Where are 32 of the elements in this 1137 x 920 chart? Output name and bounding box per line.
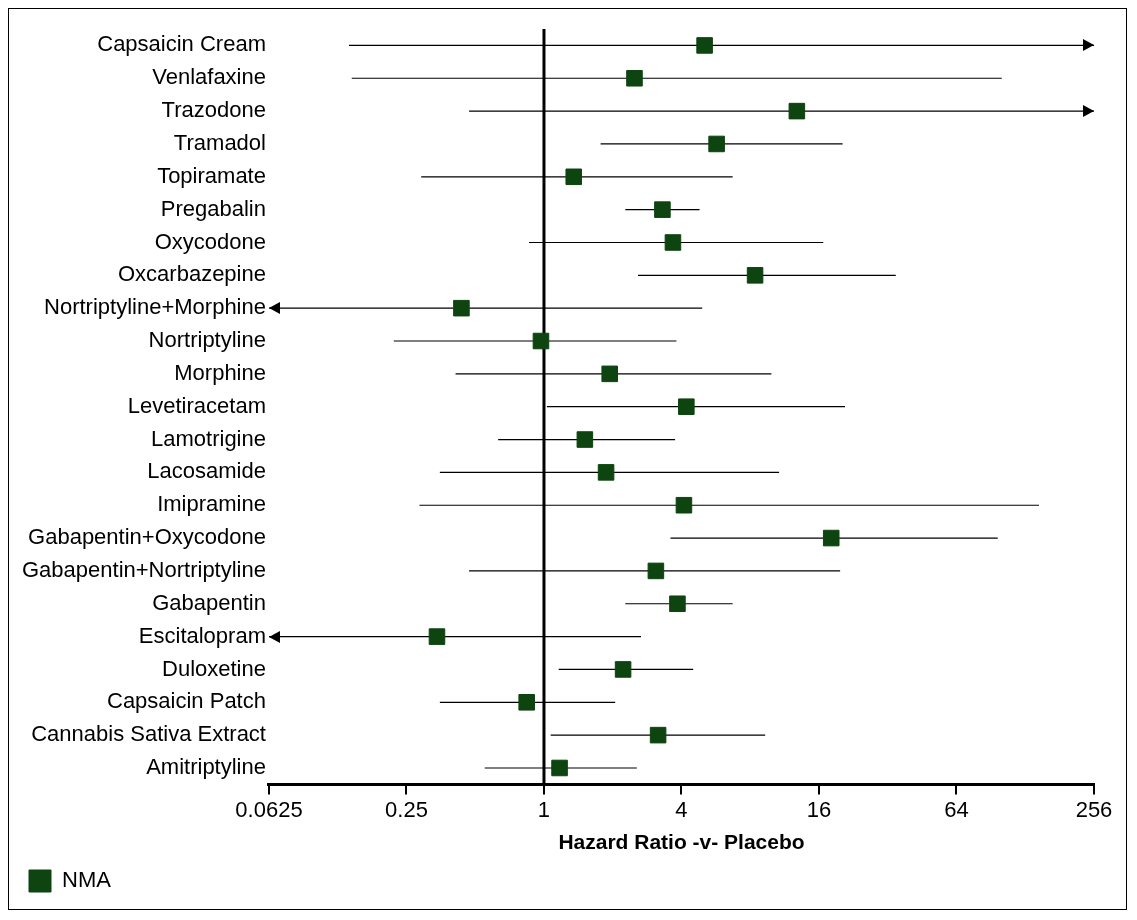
legend-label: NMA [62, 867, 112, 893]
y-tick-label: Gabapentin [152, 589, 266, 615]
x-tick-label: 0.0625 [235, 796, 303, 822]
x-tick-label: 256 [1075, 796, 1113, 822]
y-tick-label: Morphine [174, 359, 266, 385]
y-tick-label: Nortriptyline [148, 327, 266, 353]
y-tick-label: Trazodone [161, 97, 266, 123]
x-tick-label: 4 [675, 796, 688, 822]
y-tick-label: Capsaicin Patch [106, 688, 266, 714]
y-tick-label: Capsaicin Cream [97, 31, 266, 57]
y-tick-label: Levetiracetam [127, 392, 266, 418]
y-tick-label: Topiramate [157, 162, 266, 188]
y-tick-label: Lamotrigine [151, 425, 266, 451]
x-axis-title: Hazard Ratio -v- Placebo [558, 830, 805, 854]
y-tick-label: Nortriptyline+Morphine [44, 294, 266, 320]
y-tick-label: Lacosamide [147, 458, 266, 484]
y-tick-label: Gabapentin+Nortriptyline [21, 556, 266, 582]
y-tick-label: Imipramine [157, 491, 266, 517]
y-tick-label: Oxcarbazepine [117, 261, 266, 287]
y-tick-label: Venlafaxine [152, 64, 266, 90]
x-tick-label: 16 [806, 796, 832, 822]
y-tick-label: Amitriptyline [146, 754, 266, 780]
y-tick-label: Duloxetine [162, 655, 266, 681]
y-tick-label: Cannabis Sativa Extract [31, 721, 266, 747]
x-tick-label: 64 [944, 796, 969, 822]
y-tick-label: Tramadol [173, 130, 266, 156]
y-tick-label: Gabapentin+Oxycodone [28, 524, 266, 550]
y-tick-label: Pregabalin [160, 195, 266, 221]
y-tick-label: Oxycodone [154, 228, 266, 254]
x-tick-label: 0.25 [385, 796, 428, 822]
y-tick-label: Escitalopram [138, 622, 266, 648]
x-tick-label: 1 [537, 796, 551, 822]
